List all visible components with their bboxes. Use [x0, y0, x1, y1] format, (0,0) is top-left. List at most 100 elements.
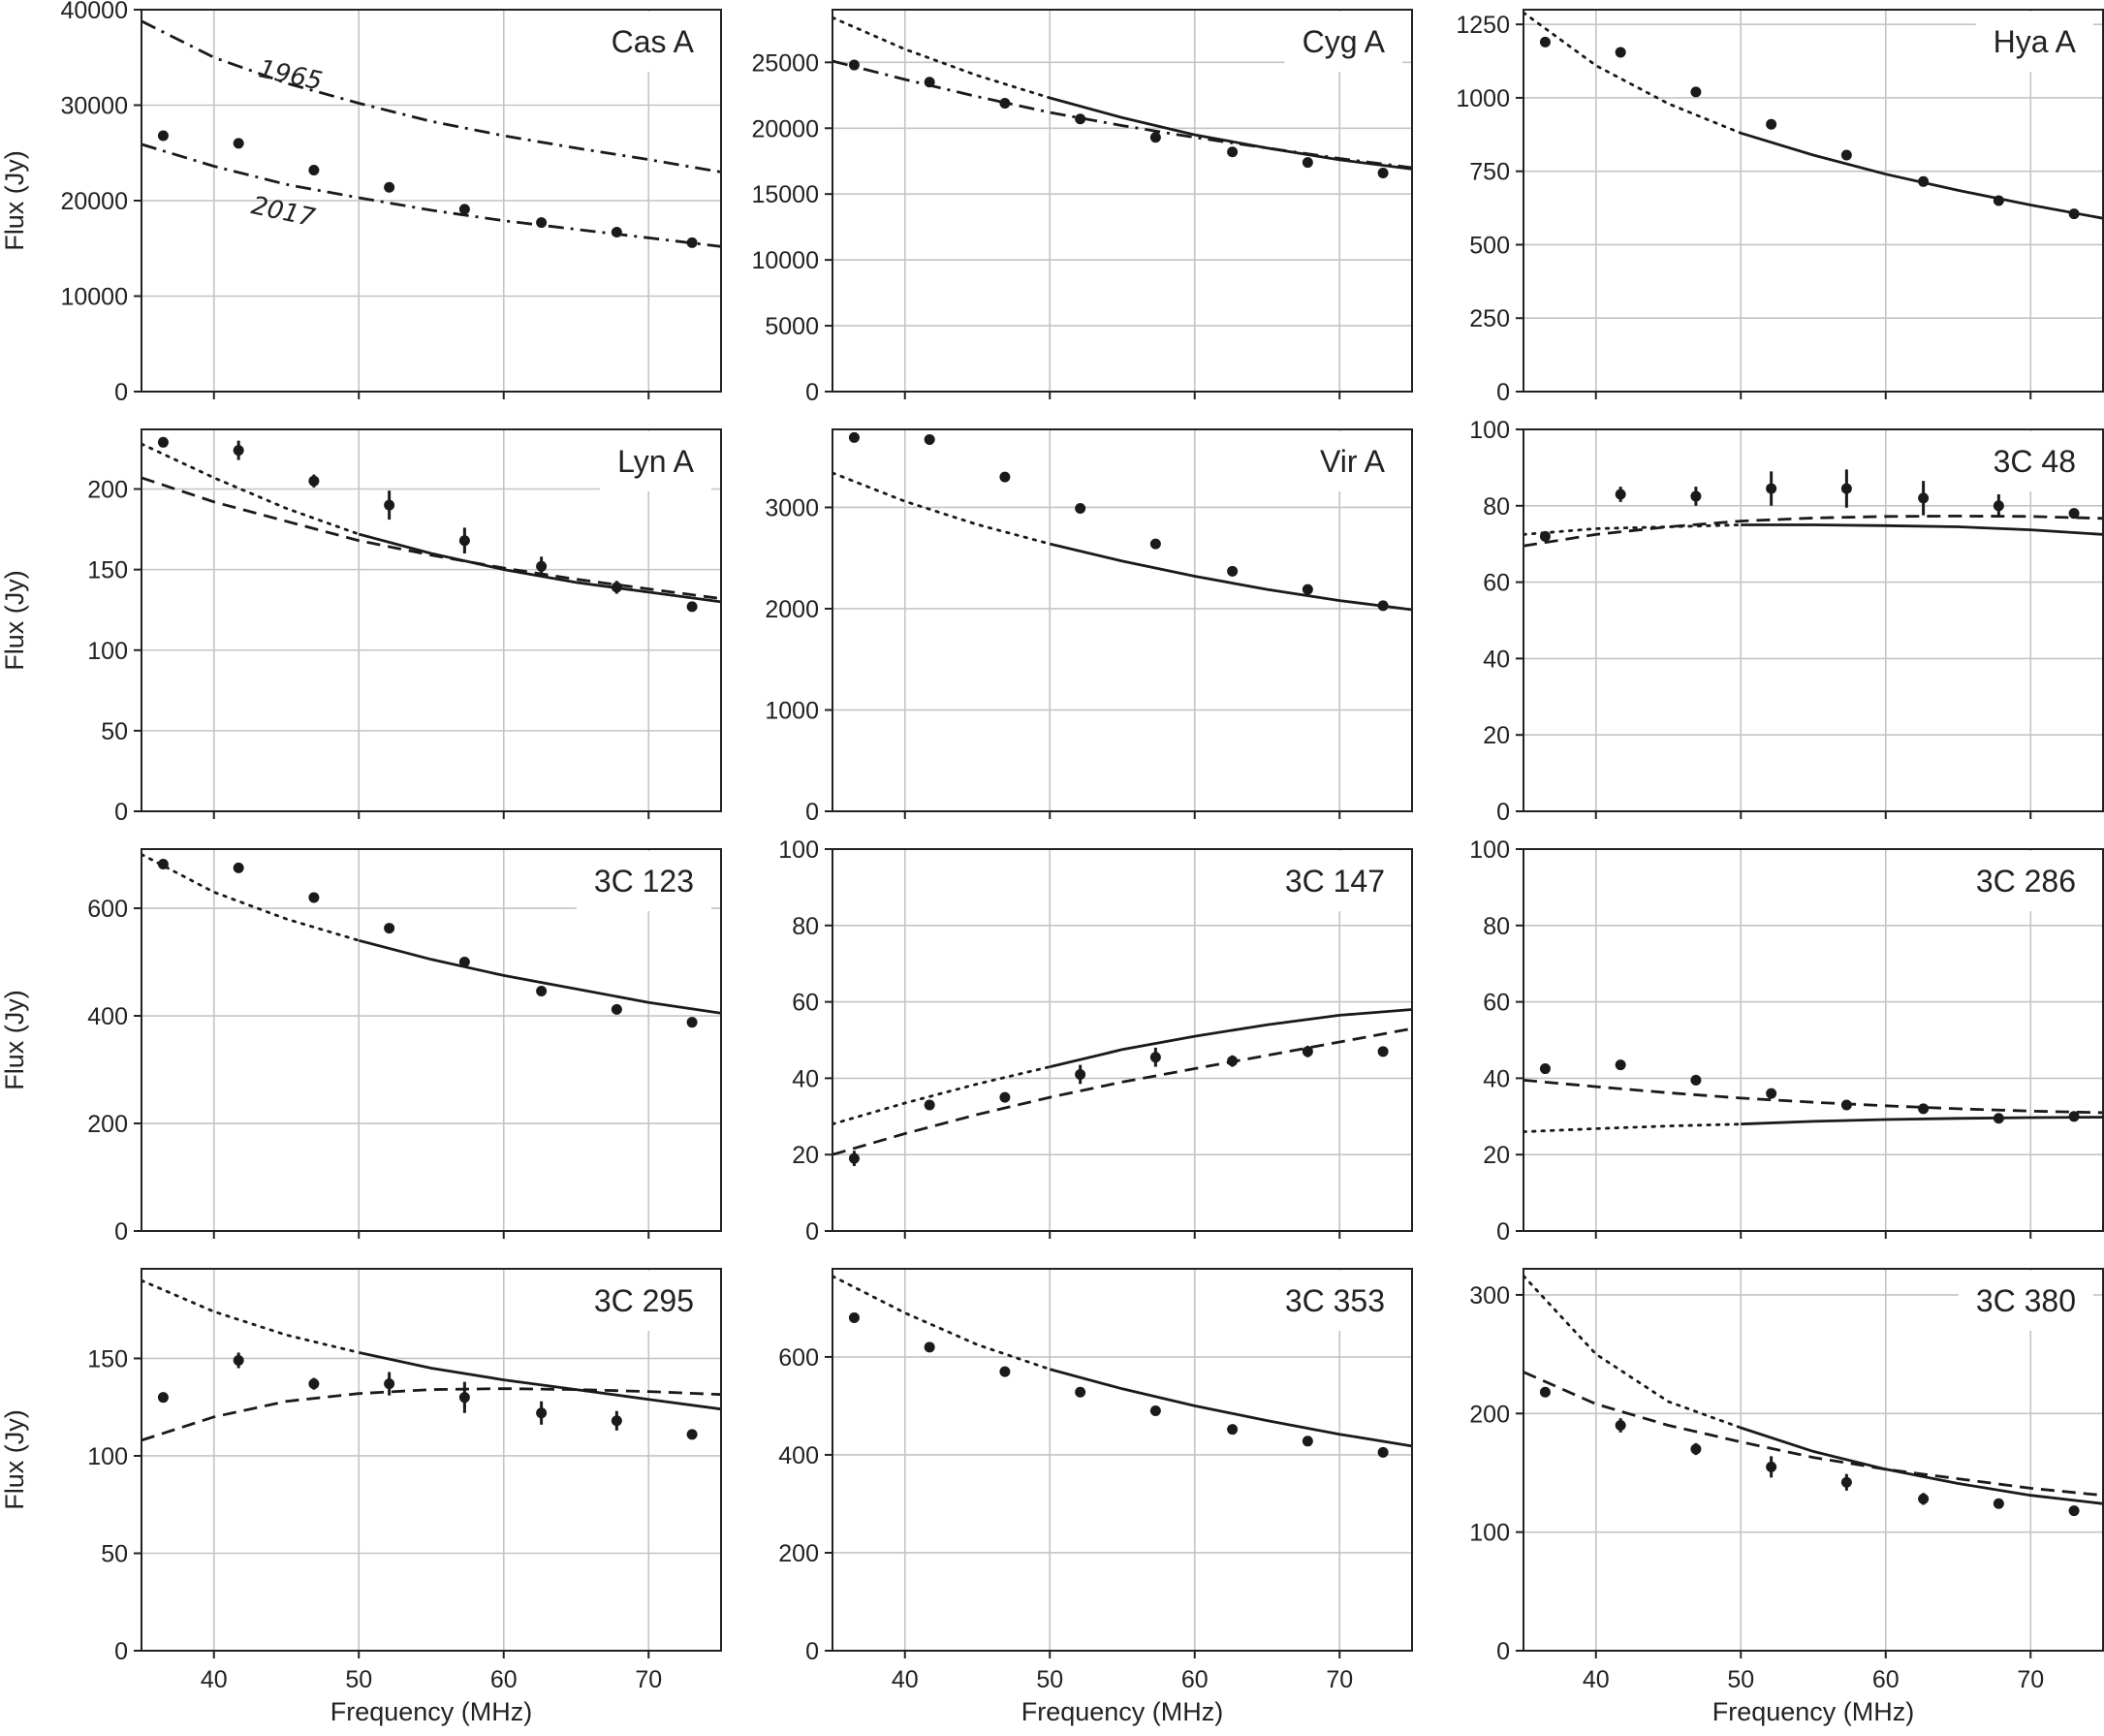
data-point [157, 130, 169, 142]
data-point [2068, 508, 2080, 520]
y-tick-label: 40 [1483, 1065, 1510, 1092]
data-point [1993, 195, 2004, 206]
y-tick-label: 0 [1496, 799, 1510, 826]
series-line-dotted [141, 1278, 361, 1354]
plot-area [141, 853, 721, 1028]
data-point [1840, 1099, 1852, 1111]
series-line-dashed [832, 1026, 1412, 1156]
y-tick-label: 0 [805, 799, 819, 826]
panel-3c-48: 3C 48 0 20 40 60 80 100 [1469, 417, 2104, 826]
y-tick-label: 0 [805, 379, 819, 406]
data-point [1075, 1386, 1086, 1398]
legend-patch [576, 851, 711, 911]
data-point [1993, 1113, 2004, 1124]
axes-frame [1523, 9, 2104, 393]
y-tick-label: 150 [87, 557, 128, 584]
data-point [1840, 1476, 1852, 1488]
curve-annotation: 1965 [256, 54, 325, 96]
y-tick-label: 200 [87, 1111, 128, 1138]
data-point [1615, 1059, 1626, 1071]
panel-3c-147: 3C 147 0 20 40 60 80 100 [778, 836, 1413, 1246]
axes-frame [832, 428, 1413, 812]
data-point [999, 471, 1011, 483]
y-tick-label: 0 [114, 1638, 128, 1665]
data-point [924, 77, 935, 88]
series-line-solid [1049, 96, 1412, 171]
data-point [1149, 538, 1161, 550]
data-point [611, 1415, 622, 1427]
y-axis-label: Flux (Jy) [0, 990, 29, 1090]
y-tick-label: 50 [101, 1540, 128, 1567]
y-tick-label: 20 [1483, 1142, 1510, 1169]
y-tick-label: 100 [87, 1443, 128, 1470]
y-tick-label: 20 [792, 1142, 819, 1169]
y-axis-label: Flux (Jy) [0, 570, 29, 671]
data-point [458, 1392, 470, 1404]
y-tick-label: 600 [87, 896, 128, 923]
plot-area [141, 436, 721, 613]
data-point [2068, 208, 2080, 220]
data-point [458, 204, 470, 215]
data-point [1539, 530, 1551, 542]
data-point [1539, 1386, 1551, 1398]
x-axis-label: Frequency (MHz) [1712, 1697, 1915, 1726]
y-tick-label: 0 [114, 379, 128, 406]
y-tick-label: 200 [87, 477, 128, 504]
series-line-solid [1049, 1368, 1412, 1448]
panel-3c-380: 3C 380 0 100 200 300 40 50 60 70 Frequency (MHz) [1469, 1268, 2104, 1726]
data-point [308, 892, 320, 903]
series-line-dotted [1523, 523, 1743, 536]
series-line-dashdot [141, 19, 721, 174]
y-tick-label: 0 [1496, 1218, 1510, 1246]
data-point [458, 535, 470, 547]
data-point [308, 1378, 320, 1390]
x-tick-label: 70 [635, 1666, 662, 1693]
y-tick-label: 10000 [751, 247, 819, 274]
data-point [2068, 1505, 2080, 1517]
plot-area [1523, 11, 2103, 220]
legend-patch [1267, 1271, 1402, 1331]
y-tick-label: 500 [1469, 232, 1510, 259]
y-tick-label: 1250 [1456, 12, 1510, 39]
data-point [1918, 492, 1930, 504]
y-tick-label: 20 [1483, 722, 1510, 749]
data-point [384, 181, 395, 193]
y-tick-label: 250 [1469, 305, 1510, 332]
y-tick-label: 400 [778, 1442, 819, 1469]
panel-lyn-a: Lyn A 0 50 100 150 200 Flux (Jy) [0, 428, 722, 826]
y-tick-label: 1000 [1456, 85, 1510, 112]
axes-frame [141, 848, 722, 1232]
legend-patch [1267, 851, 1402, 911]
series-line-dashed [1523, 514, 2103, 548]
plot-area [832, 1275, 1412, 1458]
legend-patch [600, 431, 711, 491]
panel-title: 3C 380 [1976, 1283, 2076, 1318]
data-point [233, 445, 244, 457]
series-line-dotted [141, 442, 361, 536]
series-line-dotted [832, 16, 1052, 100]
panel-3c-353: 3C 353 0 200 400 600 40 50 60 70 Frequency (MHz) [778, 1268, 1413, 1726]
x-axis-label: Frequency (MHz) [330, 1697, 533, 1726]
plot-area [832, 431, 1412, 612]
x-tick-label: 40 [892, 1666, 919, 1693]
data-point [308, 475, 320, 487]
data-point [1149, 1405, 1161, 1416]
y-tick-label: 60 [1483, 990, 1510, 1017]
plot-area [832, 16, 1412, 178]
data-point [308, 164, 320, 175]
data-point [999, 1366, 1011, 1377]
data-point [1302, 584, 1313, 595]
series-line-solid [1049, 1008, 1412, 1068]
data-point [924, 433, 935, 445]
axes-frame [832, 1268, 1413, 1652]
data-point [1766, 483, 1777, 494]
series-line-dashdot [832, 59, 1412, 170]
series-line-dotted [832, 1275, 1052, 1371]
y-tick-label: 80 [1483, 913, 1510, 940]
x-tick-label: 60 [1181, 1666, 1209, 1693]
data-point [384, 923, 395, 934]
data-point [848, 1312, 860, 1324]
y-tick-label: 200 [778, 1540, 819, 1567]
x-tick-label: 50 [1727, 1666, 1754, 1693]
